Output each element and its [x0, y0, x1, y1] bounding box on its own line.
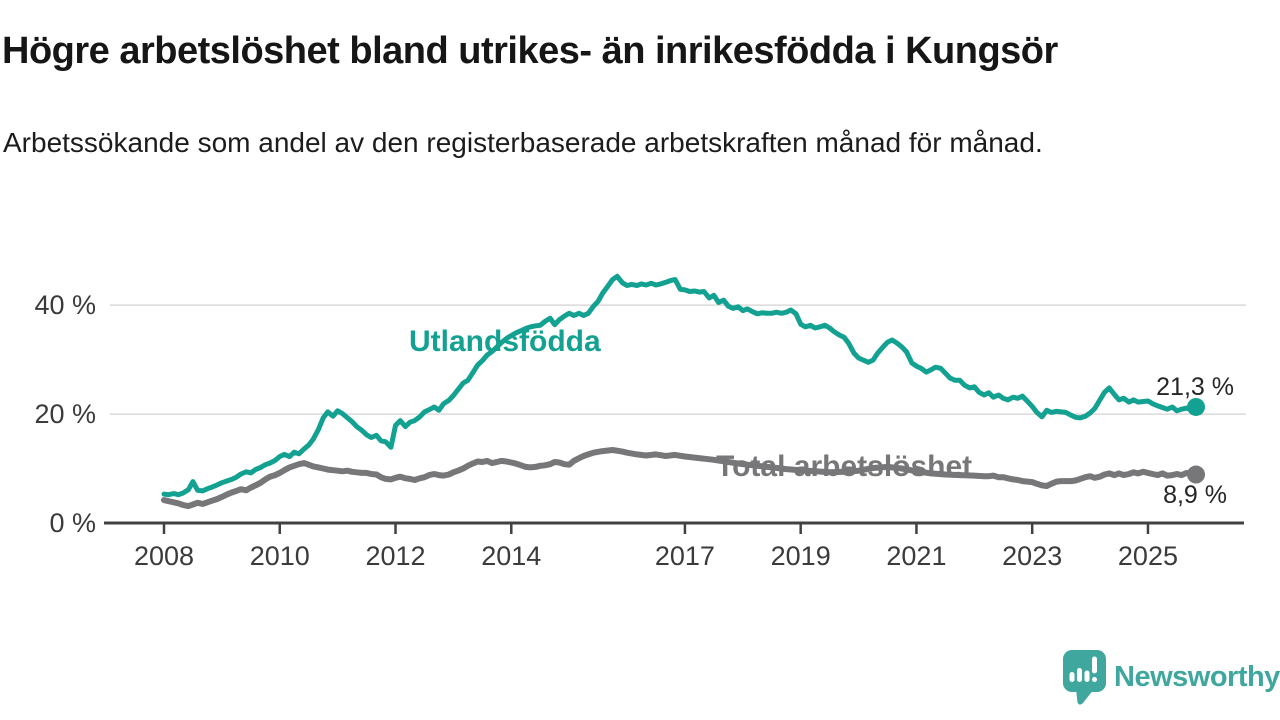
x-axis-tick-label: 2023	[1002, 541, 1062, 571]
y-axis-tick-label: 40 %	[34, 290, 96, 320]
x-axis-tick-label: 2014	[481, 541, 541, 571]
chart-subtitle: Arbetssökande som andel av den registerb…	[3, 127, 1043, 158]
line-series-utlandsfodda	[161, 273, 1199, 498]
x-axis-tick-label: 2012	[365, 541, 425, 571]
page-title: Högre arbetslöshet bland utrikes- än inr…	[2, 30, 1058, 72]
series-label-total-arbetsloshet: Total arbetslöshet	[716, 450, 972, 483]
logo-wordmark: Newsworthy	[1114, 661, 1280, 693]
series-label-utlandsfodda: Utlandsfödda	[409, 325, 601, 358]
y-axis-tick-label: 0 %	[49, 508, 96, 538]
end-value-label-utlandsfodda: 21,3 %	[1156, 373, 1234, 401]
logo-bubble-tail	[1076, 689, 1094, 705]
y-axis-tick-label: 20 %	[34, 399, 96, 429]
end-value-label-total-arbetsloshet: 8,9 %	[1163, 481, 1227, 509]
x-axis-tick-label: 2017	[655, 541, 715, 571]
x-axis-tick-label: 2025	[1118, 541, 1178, 571]
line-series-total-arbetsloshet	[161, 447, 1199, 510]
end-dot-total-arbetsloshet	[1187, 465, 1205, 484]
logo-bubble-shape	[1063, 650, 1106, 692]
x-axis-tick-label: 2021	[886, 541, 946, 571]
x-axis-tick-label: 2008	[134, 541, 194, 571]
logo-bar-chart-glyph	[1069, 656, 1097, 682]
newsworthy-logo: Newsworthy	[1063, 650, 1280, 705]
x-axis-tick-label: 2019	[771, 541, 831, 571]
end-dot-utlandsfodda	[1187, 397, 1205, 416]
x-axis-tick-label: 2010	[250, 541, 310, 571]
